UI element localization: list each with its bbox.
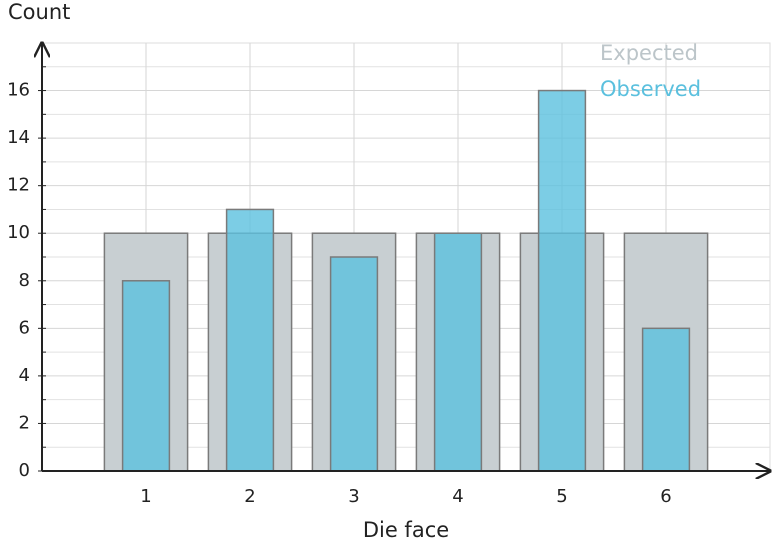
- y-tick-label: 6: [19, 317, 30, 338]
- legend-entry: Observed: [600, 77, 701, 101]
- x-tick-label: 1: [140, 486, 151, 507]
- x-tick-label: 2: [244, 486, 255, 507]
- bar: [641, 327, 691, 472]
- y-tick-label: 0: [19, 460, 30, 481]
- x-tick-label: 3: [348, 486, 359, 507]
- bar: [329, 256, 379, 472]
- y-tick-label: 14: [7, 127, 30, 148]
- bar: [121, 280, 171, 472]
- y-tick-label: 12: [7, 175, 30, 196]
- x-axis-title: Die face: [363, 518, 449, 542]
- bar: [433, 232, 483, 472]
- bar: [225, 208, 275, 472]
- bars: [103, 89, 709, 472]
- x-tick-label: 5: [556, 486, 567, 507]
- legend-entry: Expected: [600, 41, 698, 65]
- y-tick-label: 2: [19, 412, 30, 433]
- x-tick-label: 6: [660, 486, 671, 507]
- y-tick-label: 16: [7, 80, 30, 101]
- y-axis-title: Count: [8, 0, 70, 24]
- y-tick-label: 4: [19, 365, 30, 386]
- x-tick-label: 4: [452, 486, 463, 507]
- bar: [537, 89, 587, 472]
- y-tick-label: 8: [19, 270, 30, 291]
- y-tick-label: 10: [7, 222, 30, 243]
